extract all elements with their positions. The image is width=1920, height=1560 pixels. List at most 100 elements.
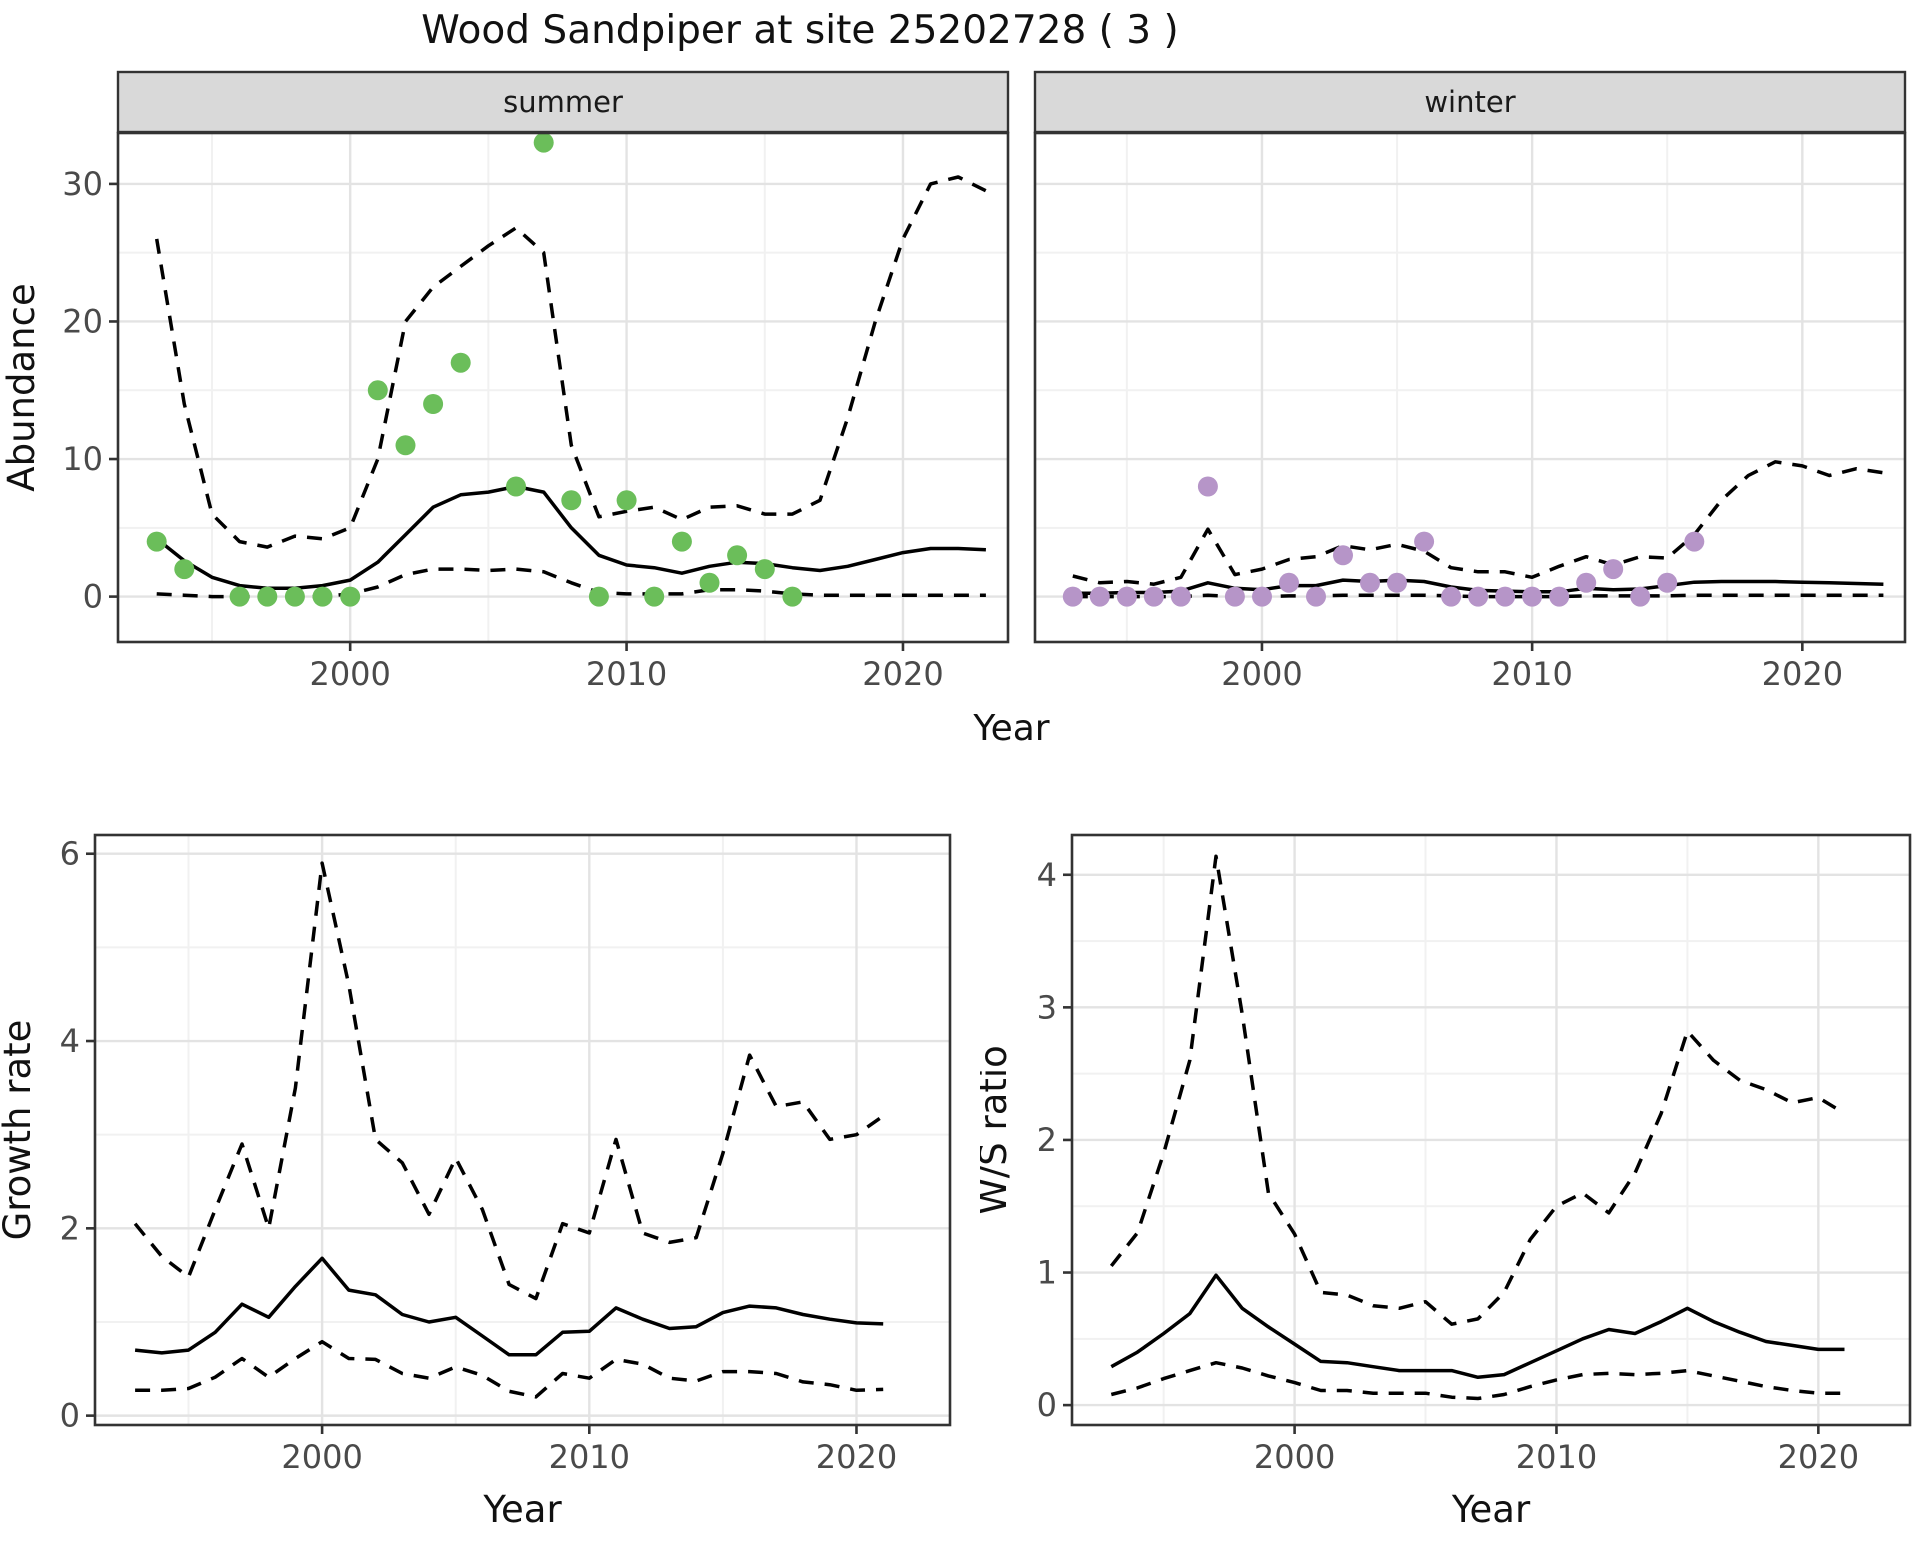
fit-line: [134, 1256, 884, 1357]
x-tick-label: 2000: [1254, 1438, 1335, 1476]
data-point: [1576, 572, 1597, 593]
fit-line: [1110, 1273, 1845, 1380]
ci-lower-line: [135, 1339, 884, 1399]
data-point: [1468, 586, 1489, 607]
y-tick-label: 10: [62, 440, 103, 478]
data-point: [284, 586, 305, 607]
data-point: [616, 490, 637, 511]
data-point: [1441, 586, 1462, 607]
facet-strip-label: winter: [1424, 85, 1515, 119]
panel-background: [1035, 133, 1905, 642]
data-point: [1630, 586, 1651, 607]
data-point: [423, 394, 444, 414]
panel-border: [1070, 833, 1912, 1427]
y-axis-title: Growth rate: [0, 1020, 39, 1241]
data-point: [257, 586, 278, 607]
ci-upper-line: [133, 861, 885, 1301]
data-point: [727, 545, 748, 566]
data-point: [754, 559, 775, 580]
y-tick-label: 0: [83, 578, 103, 616]
data-point: [1279, 572, 1299, 593]
data-point: [1414, 531, 1435, 552]
data-point: [588, 586, 609, 607]
data-point: [1197, 476, 1218, 497]
plot-growth_rate: 2000 2010 2020 0 2 4 6 Growth rate Year: [0, 833, 952, 1531]
y-tick-label: 3: [1037, 988, 1057, 1026]
x-tick-label: 2020: [1762, 655, 1843, 693]
y-tick-label: 1: [1037, 1254, 1057, 1292]
data-point: [1333, 545, 1353, 566]
facet-strip-label: summer: [503, 85, 623, 119]
data-point: [1143, 586, 1164, 607]
facet-strip: [116, 70, 1010, 134]
data-point: [229, 586, 250, 607]
page-title: Wood Sandpiper at site 25202728 ( 3 ): [421, 8, 1179, 53]
x-tick-label: 2010: [549, 1438, 630, 1476]
data-point: [699, 572, 720, 593]
x-tick-label: 2010: [1516, 1438, 1597, 1476]
data-point: [395, 435, 416, 456]
top-x-axis-title: Year: [973, 708, 1050, 749]
y-tick-label: 2: [1037, 1121, 1057, 1159]
plot-abundance_winter: winter 2000 2010 2020: [1033, 70, 1907, 693]
data-point: [340, 586, 361, 607]
ci-lower-line: [1072, 593, 1884, 599]
x-axis-title: Year: [1451, 1488, 1531, 1531]
plot-abundance_summer: summer 2000 2010 2020 0 10 20 30 Abundance: [0, 70, 1010, 693]
data-point: [561, 490, 582, 511]
x-tick-label: 2020: [816, 1438, 897, 1476]
data-point: [1116, 586, 1137, 607]
data-point: [782, 586, 803, 607]
panel-background: [1072, 835, 1910, 1425]
data-point: [1360, 572, 1380, 593]
x-tick-label: 2000: [1221, 655, 1302, 693]
data-point: [174, 559, 195, 580]
x-tick-label: 2000: [309, 655, 390, 693]
chart-abundance-winter: winter 2000 2010 2020: [1015, 60, 1920, 712]
facet-strip: [1033, 70, 1907, 134]
data-point: [671, 531, 692, 552]
x-axis-title: Year: [482, 1488, 562, 1531]
y-tick-label: 30: [62, 165, 103, 203]
data-point: [1495, 586, 1516, 607]
y-tick-label: 0: [60, 1397, 80, 1435]
panel-background: [95, 835, 950, 1425]
data-point: [146, 531, 167, 552]
ci-upper-line: [1109, 854, 1846, 1326]
data-point: [1387, 572, 1407, 593]
data-point: [644, 586, 665, 607]
x-tick-label: 2020: [862, 655, 943, 693]
y-tick-label: 4: [1037, 856, 1057, 894]
data-point: [367, 380, 388, 401]
data-point: [1306, 586, 1326, 607]
ci-lower-line: [1110, 1360, 1845, 1401]
y-tick-label: 4: [60, 1022, 80, 1060]
y-tick-label: 20: [62, 302, 103, 340]
data-point: [1089, 586, 1110, 607]
plot-ws_ratio: 2000 2010 2020 0 1 2 3 4 W/S ratio Year: [980, 833, 1912, 1531]
ci-upper-line: [154, 175, 987, 549]
y-axis-title: W/S ratio: [980, 1045, 1015, 1215]
data-point: [312, 586, 333, 607]
y-tick-label: 0: [1037, 1386, 1057, 1424]
data-point: [1684, 531, 1705, 552]
data-point: [1549, 586, 1570, 607]
data-point: [1522, 586, 1543, 607]
y-tick-label: 2: [60, 1209, 80, 1247]
data-point: [1603, 559, 1624, 580]
y-tick-label: 6: [60, 835, 80, 873]
chart-abundance-summer: summer 2000 2010 2020 0 10 20 30 Abundance: [0, 60, 1015, 712]
panel-border: [93, 833, 952, 1427]
chart-ws-ratio: 2000 2010 2020 0 1 2 3 4 W/S ratio Year: [980, 768, 1920, 1560]
data-point: [1170, 586, 1191, 607]
chart-growth-rate: 2000 2010 2020 0 2 4 6 Growth rate Year: [0, 768, 980, 1560]
data-point: [1252, 586, 1272, 607]
x-tick-label: 2020: [1778, 1438, 1859, 1476]
x-tick-label: 2000: [281, 1438, 362, 1476]
ci-upper-line: [1072, 460, 1884, 586]
x-tick-label: 2010: [586, 655, 667, 693]
x-tick-label: 2010: [1491, 655, 1572, 693]
data-point: [450, 352, 471, 373]
y-axis-title: Abundance: [0, 283, 43, 491]
